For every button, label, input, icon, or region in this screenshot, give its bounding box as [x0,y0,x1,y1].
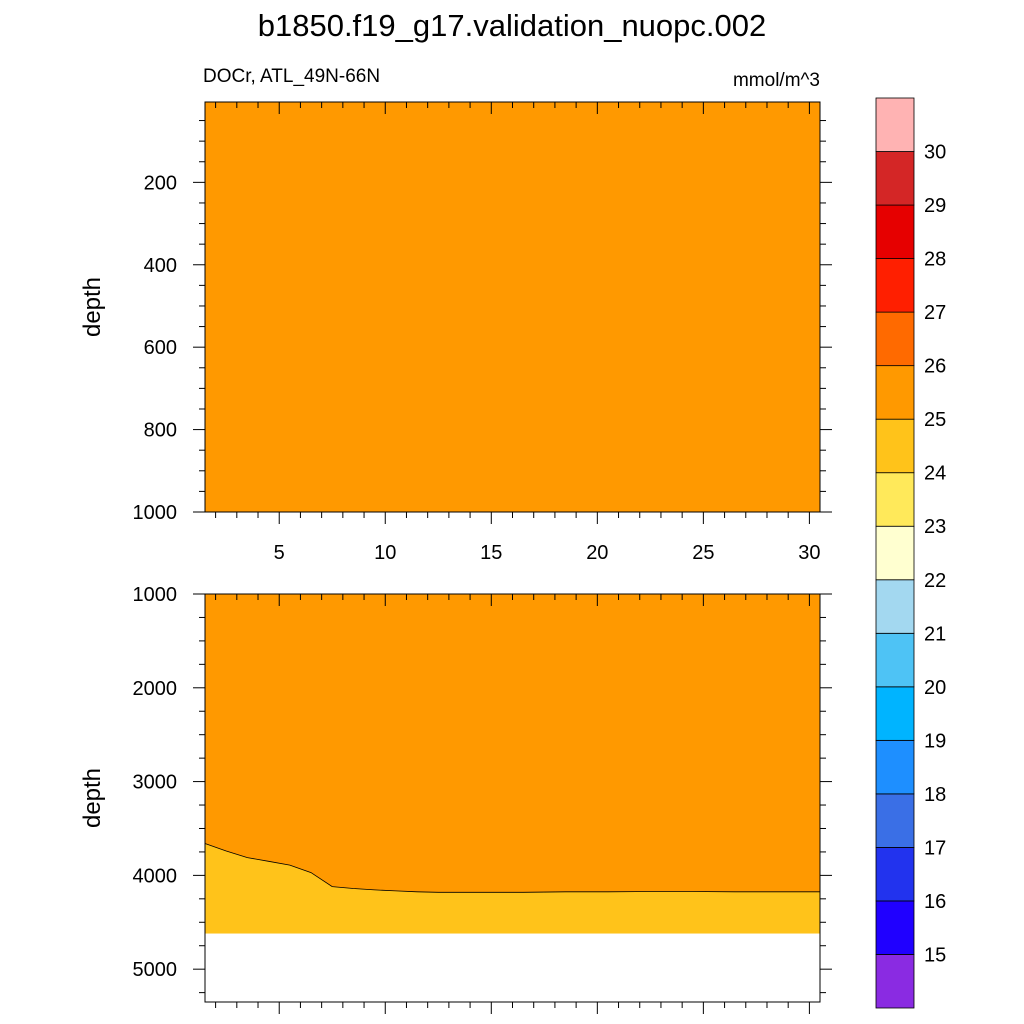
y-tick-label: 2000 [133,678,178,700]
lower-fill-25-26 [205,594,820,893]
colorbar-swatch [875,311,915,367]
x-tick-label: 5 [274,542,285,564]
colorbar-label: 18 [924,784,946,806]
x-tick-label: 10 [374,542,396,564]
y-tick-label: 3000 [133,772,178,794]
y-tick-label: 600 [144,337,177,359]
y-tick-label: 400 [144,255,177,277]
y-tick-label: 1000 [133,584,178,606]
colorbar-label: 21 [924,623,946,645]
contour-line-25 [204,843,820,893]
colorbar-label: 30 [924,142,946,164]
colorbar-label: 22 [924,570,946,592]
y-tick-label: 5000 [133,959,178,981]
upper-panel: 5 10 15 20 25 30 200 400 600 800 1000 depth [79,101,832,564]
variable-region-label: DOCr, ATL_49N-66N [203,66,380,87]
colorbar-label: 29 [924,195,946,217]
lower-panel: 1000 2000 3000 4000 5000 depth [79,584,832,1014]
colorbar-label: 23 [924,516,946,538]
colorbar-label: 17 [924,837,946,859]
colorbar-swatch [875,793,915,848]
units-label: mmol/m^3 [733,70,820,91]
x-tick-label: 15 [480,542,502,564]
y-axis-label: depth [79,768,106,828]
colorbar-label: 28 [924,249,946,271]
figure-title: b1850.f19_g17.validation_nuopc.002 [258,8,767,43]
colorbar-swatch [875,954,915,1009]
colorbar-label: 16 [924,891,946,913]
colorbar-label: 20 [924,677,946,699]
colorbar-swatch [875,525,915,581]
y-tick-label: 800 [144,420,177,442]
colorbar-swatch [875,632,915,688]
x-tick-label: 30 [798,542,820,564]
x-tick-label: 25 [692,542,714,564]
colorbar-swatch [875,418,915,474]
colorbar-swatch [875,579,915,634]
colorbar-swatch [875,204,915,259]
colorbar-swatch [875,365,915,420]
colorbar-swatch [875,900,915,955]
y-tick-label: 1000 [133,502,178,524]
y-tick-label: 200 [144,172,177,194]
colorbar-swatch [875,151,915,206]
x-tick-label: 20 [586,542,608,564]
upper-fill [205,102,820,512]
colorbar-swatch [875,258,915,313]
colorbar-label: 27 [924,302,946,324]
colorbar-label: 25 [924,409,946,431]
colorbar-swatch [875,472,915,527]
colorbar-label: 26 [924,356,946,378]
colorbar-swatch [875,739,915,795]
colorbar-swatch [875,847,915,902]
y-tick-label: 4000 [133,865,178,887]
colorbar: 15 16 17 18 19 20 21 22 23 24 25 26 27 28 29 30 [875,97,946,1009]
y-axis-label: depth [79,277,106,337]
colorbar-label: 19 [924,730,946,752]
colorbar-label: 15 [924,944,946,966]
colorbar-swatch [875,97,915,152]
colorbar-swatch [875,686,915,741]
colorbar-label: 24 [924,463,946,485]
